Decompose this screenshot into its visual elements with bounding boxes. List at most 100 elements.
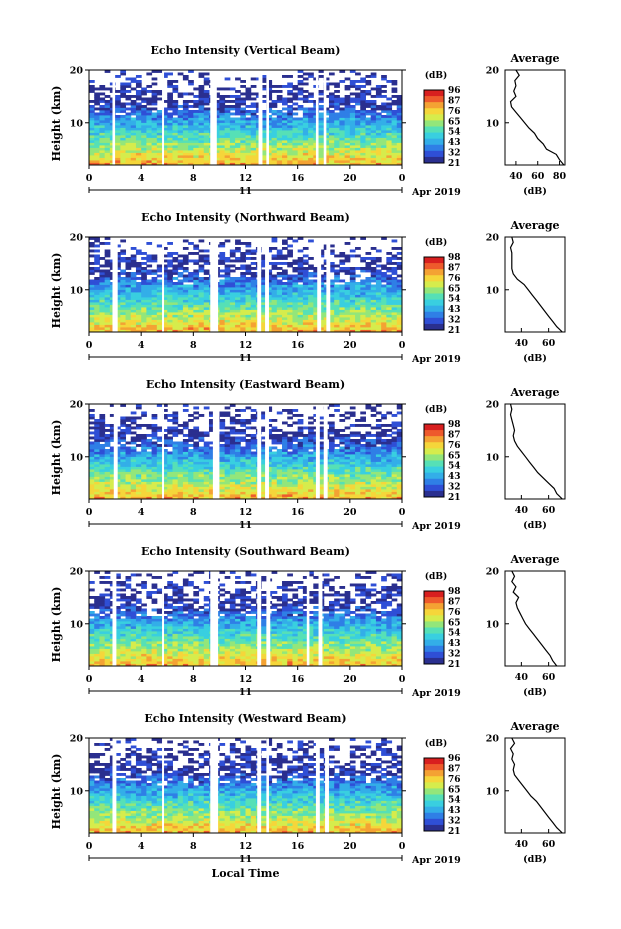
heatmap-cell: [203, 120, 210, 123]
heatmap-cell: [375, 257, 382, 260]
heatmap-cell: [146, 122, 153, 126]
heatmap-cell: [235, 292, 241, 295]
heatmap-cell: [396, 496, 403, 500]
heatmap-cell: [318, 494, 325, 497]
heatmap-cell: [162, 319, 168, 323]
heatmap-cell: [396, 471, 403, 475]
heatmap-cell: [391, 279, 398, 283]
heatmap-cell: [135, 152, 142, 156]
heatmap-cell: [146, 481, 153, 485]
heatmap-cell: [287, 299, 293, 303]
heatmap-cell: [151, 451, 158, 455]
heatmap-cell: [156, 322, 163, 325]
heatmap-cell: [172, 107, 179, 111]
heatmap-cell: [313, 309, 320, 313]
heatmap-cell: [349, 444, 356, 447]
heatmap-cell: [245, 97, 252, 101]
heatmap-cell: [89, 302, 95, 305]
heatmap-cell: [266, 327, 273, 330]
heatmap-cell: [240, 461, 246, 465]
heatmap-cell: [89, 486, 95, 490]
heatmap-cell: [99, 317, 106, 320]
heatmap-cell: [214, 127, 220, 131]
heatmap-cell: [135, 484, 142, 487]
heatmap-cell: [386, 319, 393, 323]
heatmap-cell: [104, 489, 111, 492]
heatmap-cell: [130, 157, 137, 161]
heatmap-cell: [182, 279, 189, 283]
heatmap-cell: [193, 491, 200, 495]
heatmap-cell: [94, 125, 100, 128]
heatmap-cell: [266, 469, 273, 472]
heatmap-cell: [229, 294, 236, 298]
heatmap-cell: [198, 304, 205, 308]
heatmap-cell: [245, 317, 252, 320]
heatmap-cell: [235, 312, 241, 315]
heatmap-cell: [99, 152, 106, 156]
heatmap-cell: [235, 120, 241, 123]
heatmap-cell: [172, 312, 179, 315]
heatmap-cell: [308, 122, 314, 126]
heatmap-cell: [151, 302, 158, 305]
heatmap-cell: [235, 307, 241, 310]
heatmap-cell: [250, 85, 257, 88]
heatmap-cell: [370, 466, 377, 470]
heatmap-cell: [375, 137, 382, 141]
heatmap-cell: [104, 312, 111, 315]
heatmap-cell: [282, 242, 288, 245]
heatmap-cell: [396, 312, 403, 315]
colorbar-frame: [423, 89, 445, 164]
heatmap-cell: [162, 451, 168, 455]
heatmap-cell: [297, 120, 304, 123]
heatmap-cell: [235, 95, 241, 98]
heatmap-cell: [318, 107, 325, 111]
heatmap-cell: [203, 449, 210, 452]
heatmap-cell: [360, 449, 366, 452]
heatmap-cell: [120, 329, 127, 333]
heatmap-cell: [360, 494, 366, 497]
heatmap-cell: [370, 267, 377, 270]
heatmap-cell: [235, 284, 241, 288]
heatmap-cell: [240, 130, 246, 133]
colorbar-segment: [424, 281, 444, 288]
heatmap-cell: [245, 481, 252, 485]
heatmap-cell: [172, 120, 179, 123]
heatmap-cell: [328, 117, 335, 121]
heatmap-cell: [99, 274, 106, 278]
heatmap-cell: [240, 454, 246, 457]
heatmap-cell: [318, 464, 325, 467]
heatmap-cell: [198, 125, 205, 128]
heatmap-cell: [99, 122, 106, 126]
heatmap-cell: [224, 130, 231, 133]
heatmap-cell: [276, 125, 283, 128]
heatmap-cell: [203, 491, 210, 495]
heatmap-cell: [323, 155, 330, 158]
heatmap-cell: [381, 319, 387, 323]
heatmap-cell: [302, 77, 309, 81]
heatmap-cell: [219, 327, 226, 330]
heatmap-cell: [328, 461, 335, 465]
heatmap-cell: [198, 282, 205, 285]
heatmap-cell: [250, 252, 257, 255]
heatmap-cell: [391, 304, 398, 308]
heatmap-cell: [125, 135, 132, 138]
heatmap-cell: [109, 474, 116, 477]
heatmap-cell: [167, 491, 173, 495]
heatmap-cell: [162, 476, 168, 480]
heatmap-cell: [151, 327, 158, 330]
heatmap-cell: [130, 100, 137, 103]
heatmap-cell: [177, 267, 184, 270]
heatmap-cell: [375, 454, 382, 457]
heatmap-cell: [297, 152, 304, 156]
heatmap-cell: [323, 95, 330, 98]
heatmap-cell: [120, 117, 127, 121]
heatmap-cell: [386, 269, 393, 273]
heatmap-cell: [172, 484, 179, 487]
heatmap-cell: [104, 110, 111, 113]
heatmap-cell: [151, 125, 158, 128]
heatmap-cell: [240, 117, 246, 121]
heatmap-cell: [355, 494, 361, 497]
heatmap-cell: [146, 125, 153, 128]
heatmap-cell: [349, 155, 356, 158]
heatmap-cell: [308, 125, 314, 128]
